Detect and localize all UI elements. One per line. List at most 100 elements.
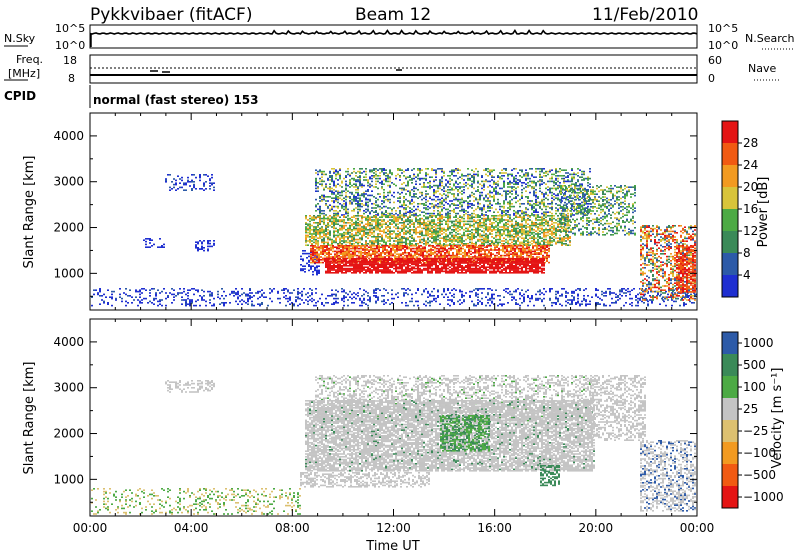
radar-cell <box>323 210 325 212</box>
radar-cell <box>413 201 415 204</box>
radar-cell <box>527 289 529 291</box>
radar-cell <box>321 236 323 238</box>
radar-cell <box>390 245 392 247</box>
radar-cell <box>405 189 407 191</box>
radar-cell <box>597 303 599 305</box>
radar-cell <box>379 172 381 174</box>
radar-cell <box>253 295 255 297</box>
radar-cell <box>379 236 381 238</box>
radar-cell <box>309 240 311 242</box>
radar-cell <box>447 216 449 218</box>
radar-cell <box>515 289 517 291</box>
radar-cell <box>331 238 333 241</box>
radar-cell <box>515 191 517 194</box>
radar-cell <box>316 265 318 267</box>
radar-cell <box>197 247 199 249</box>
radar-cell <box>211 183 213 186</box>
radar-cell <box>551 212 553 215</box>
radar-cell <box>461 293 463 296</box>
radar-cell <box>91 304 93 307</box>
radar-cell <box>611 292 613 294</box>
radar-cell <box>465 220 467 223</box>
radar-cell <box>308 261 310 263</box>
radar-cell <box>349 296 351 298</box>
radar-cell <box>651 302 653 304</box>
radar-cell <box>475 304 477 307</box>
radar-cell <box>483 180 485 183</box>
radar-cell <box>483 183 485 185</box>
radar-cell <box>583 297 585 300</box>
radar-cell <box>333 231 335 234</box>
radar-cell <box>363 289 365 291</box>
radar-cell <box>302 269 304 272</box>
radar-cell <box>309 299 311 301</box>
radar-cell <box>541 170 543 173</box>
radar-cell <box>577 180 579 183</box>
radar-cell <box>581 300 583 303</box>
radar-cell <box>471 194 473 197</box>
radar-cell <box>393 191 395 194</box>
radar-cell <box>601 299 603 301</box>
radar-cell <box>368 246 370 248</box>
radar-cell <box>407 223 409 225</box>
radar-cell <box>423 204 425 206</box>
radar-cell <box>322 257 324 260</box>
radar-cell <box>333 193 335 195</box>
radar-cell <box>571 208 573 211</box>
radar-cell <box>322 246 324 248</box>
radar-cell <box>382 252 384 254</box>
radar-cell <box>577 295 579 297</box>
radar-cell <box>447 191 449 194</box>
radar-cell <box>417 175 419 177</box>
radar-cell <box>509 182 511 184</box>
radar-cell <box>479 222 481 224</box>
radar-cell <box>507 234 509 237</box>
radar-cell <box>551 176 553 178</box>
radar-cell <box>539 173 541 176</box>
radar-cell <box>533 223 535 225</box>
radar-cell <box>359 238 361 241</box>
radar-cell <box>563 236 565 238</box>
radar-cell <box>573 297 575 300</box>
radar-cell <box>367 233 369 235</box>
radar-cell <box>525 240 527 242</box>
radar-cell <box>341 220 343 223</box>
radar-cell <box>349 200 351 202</box>
radar-cell <box>455 169 457 171</box>
radar-cell <box>525 173 527 176</box>
radar-cell <box>375 215 377 217</box>
radar-cell <box>365 193 367 195</box>
radar-cell <box>383 194 385 197</box>
radar-cell <box>521 182 523 184</box>
radar-cell <box>383 173 385 176</box>
radar-cell <box>371 190 373 192</box>
radar-cell <box>381 236 383 238</box>
radar-cell <box>483 243 485 245</box>
radar-cell <box>423 240 425 242</box>
radar-cell <box>395 233 397 235</box>
radar-cell <box>491 226 493 228</box>
radar-cell <box>515 290 517 293</box>
radar-cell <box>417 208 419 211</box>
radar-cell <box>357 292 359 294</box>
radar-cell <box>385 302 387 304</box>
freq-panel: Freq. [MHz] 18 8 60 0 Nave <box>4 53 780 85</box>
radar-cell <box>555 197 557 199</box>
radar-cell <box>401 241 403 244</box>
radar-cell <box>463 210 465 212</box>
radar-cell <box>351 219 353 221</box>
radar-cell <box>553 240 555 242</box>
radar-cell <box>351 203 353 205</box>
radar-cell <box>549 229 551 231</box>
radar-cell <box>249 292 251 294</box>
radar-cell <box>378 253 380 255</box>
radar-cell <box>409 230 411 232</box>
radar-cell <box>509 205 511 208</box>
radar-cell <box>253 304 255 307</box>
radar-cell <box>423 219 425 221</box>
radar-cell <box>277 297 279 300</box>
radar-cell <box>457 300 459 303</box>
radar-cell <box>425 230 427 232</box>
radar-cell <box>479 234 481 237</box>
radar-cell <box>537 299 539 301</box>
